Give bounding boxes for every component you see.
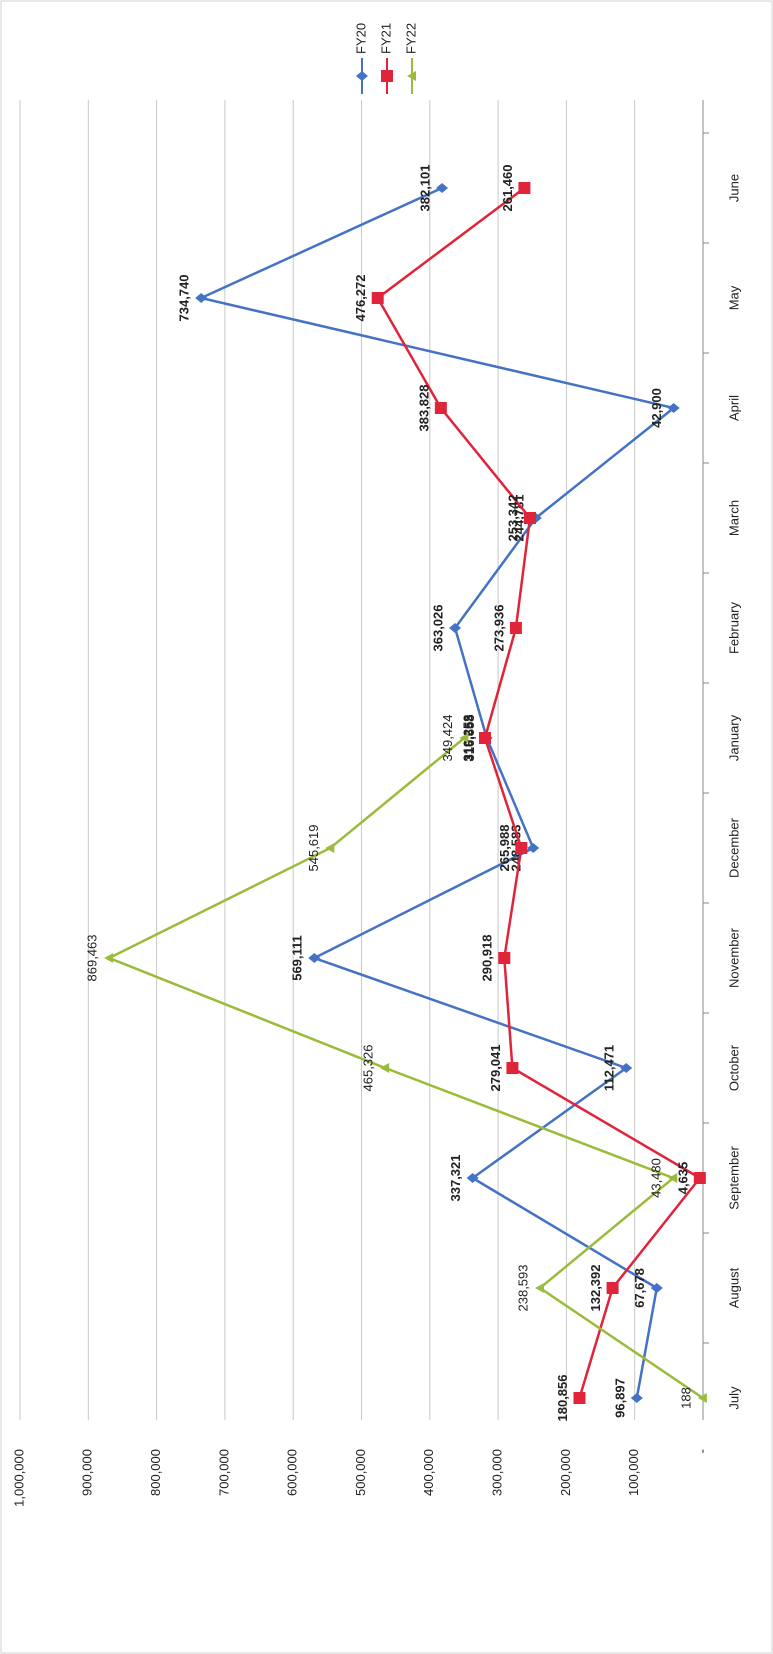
data-label: 476,272 bbox=[353, 275, 368, 322]
marker bbox=[466, 1173, 479, 1183]
data-label: 337,321 bbox=[448, 1155, 463, 1202]
y-tick-label: 600,000 bbox=[285, 1449, 300, 1496]
y-tick-label: 800,000 bbox=[148, 1449, 163, 1496]
data-label: 279,041 bbox=[488, 1045, 503, 1092]
data-label: 316,658 bbox=[462, 715, 477, 762]
data-label: 382,101 bbox=[417, 165, 432, 212]
x-tick-label: October bbox=[726, 1044, 741, 1091]
marker bbox=[195, 293, 208, 303]
marker bbox=[407, 71, 416, 81]
y-tick-label: 400,000 bbox=[421, 1449, 436, 1496]
marker bbox=[509, 622, 522, 634]
x-tick-label: March bbox=[726, 500, 741, 536]
marker bbox=[381, 70, 393, 82]
marker bbox=[308, 953, 321, 963]
x-tick-label: November bbox=[726, 927, 741, 988]
data-label: 4,635 bbox=[675, 1162, 690, 1195]
y-tick-label: 900,000 bbox=[80, 1449, 95, 1496]
data-label: 180,856 bbox=[555, 1375, 570, 1422]
y-tick-label: 500,000 bbox=[353, 1449, 368, 1496]
marker bbox=[325, 843, 335, 853]
data-label: 383,828 bbox=[416, 385, 431, 432]
marker bbox=[693, 1172, 706, 1184]
data-label: 261,460 bbox=[500, 165, 515, 212]
data-label: 545,619 bbox=[306, 825, 321, 872]
marker bbox=[449, 623, 462, 633]
data-label: 43,480 bbox=[649, 1158, 664, 1198]
marker bbox=[434, 402, 447, 414]
data-label: 238,593 bbox=[515, 1265, 530, 1312]
marker bbox=[523, 512, 536, 524]
marker bbox=[518, 182, 531, 194]
marker bbox=[104, 953, 114, 963]
x-tick-label: July bbox=[726, 1386, 741, 1410]
marker bbox=[436, 183, 449, 193]
marker bbox=[650, 1283, 663, 1293]
marker bbox=[697, 1393, 707, 1403]
series-line bbox=[376, 186, 702, 1399]
marker bbox=[606, 1282, 619, 1294]
y-tick-label: 300,000 bbox=[490, 1449, 505, 1496]
data-label: 290,918 bbox=[480, 935, 495, 982]
marker bbox=[380, 1063, 390, 1073]
x-tick-label: September bbox=[726, 1146, 741, 1210]
x-tick-label: June bbox=[726, 174, 741, 202]
marker bbox=[478, 732, 491, 744]
marker bbox=[668, 1173, 678, 1183]
data-label: 67,678 bbox=[632, 1268, 647, 1308]
data-label: 273,936 bbox=[491, 605, 506, 652]
data-label: 132,392 bbox=[588, 1265, 603, 1312]
series-line bbox=[197, 186, 677, 1399]
marker bbox=[620, 1063, 633, 1073]
x-tick-label: May bbox=[726, 285, 741, 310]
marker bbox=[630, 1393, 643, 1403]
data-label: 349,424 bbox=[440, 715, 455, 762]
marker bbox=[527, 843, 540, 853]
data-label: 244,781 bbox=[511, 495, 526, 542]
y-tick-label: - bbox=[694, 1449, 709, 1453]
legend-label: FY21 bbox=[378, 23, 393, 54]
x-tick-label: December bbox=[726, 817, 741, 878]
data-label: 265,988 bbox=[497, 825, 512, 872]
marker bbox=[498, 952, 511, 964]
legend-label: FY20 bbox=[353, 23, 368, 54]
data-label: 96,897 bbox=[612, 1378, 627, 1418]
marker bbox=[573, 1392, 586, 1404]
x-tick-label: August bbox=[726, 1267, 741, 1308]
marker bbox=[515, 842, 528, 854]
x-tick-label: February bbox=[726, 601, 741, 654]
data-label: 42,900 bbox=[649, 388, 664, 428]
data-label: 253,342 bbox=[505, 495, 520, 542]
legend-label: FY22 bbox=[403, 23, 418, 54]
marker bbox=[459, 733, 469, 743]
data-label: 734,740 bbox=[177, 275, 192, 322]
data-label: 112,471 bbox=[602, 1045, 617, 1091]
data-label: 465,326 bbox=[361, 1045, 376, 1092]
y-tick-label: 700,000 bbox=[216, 1449, 231, 1496]
data-label: 569,111 bbox=[290, 935, 305, 981]
marker bbox=[356, 71, 368, 81]
plot-area: - 100,000 200,000 300,000 400,000 500,000 600,… bbox=[11, 23, 741, 1507]
x-tick-label: January bbox=[726, 714, 741, 761]
y-tick-label: 1,000,000 bbox=[11, 1449, 26, 1507]
y-tick-label: 200,000 bbox=[558, 1449, 573, 1496]
marker bbox=[667, 403, 680, 413]
data-label: 869,463 bbox=[85, 935, 100, 982]
data-label: 188 bbox=[678, 1387, 693, 1409]
data-label: 363,026 bbox=[430, 605, 445, 652]
marker bbox=[371, 292, 384, 304]
marker bbox=[506, 1062, 519, 1074]
x-tick-label: April bbox=[726, 395, 741, 421]
marker bbox=[535, 1283, 545, 1293]
y-tick-label: 100,000 bbox=[626, 1449, 641, 1496]
